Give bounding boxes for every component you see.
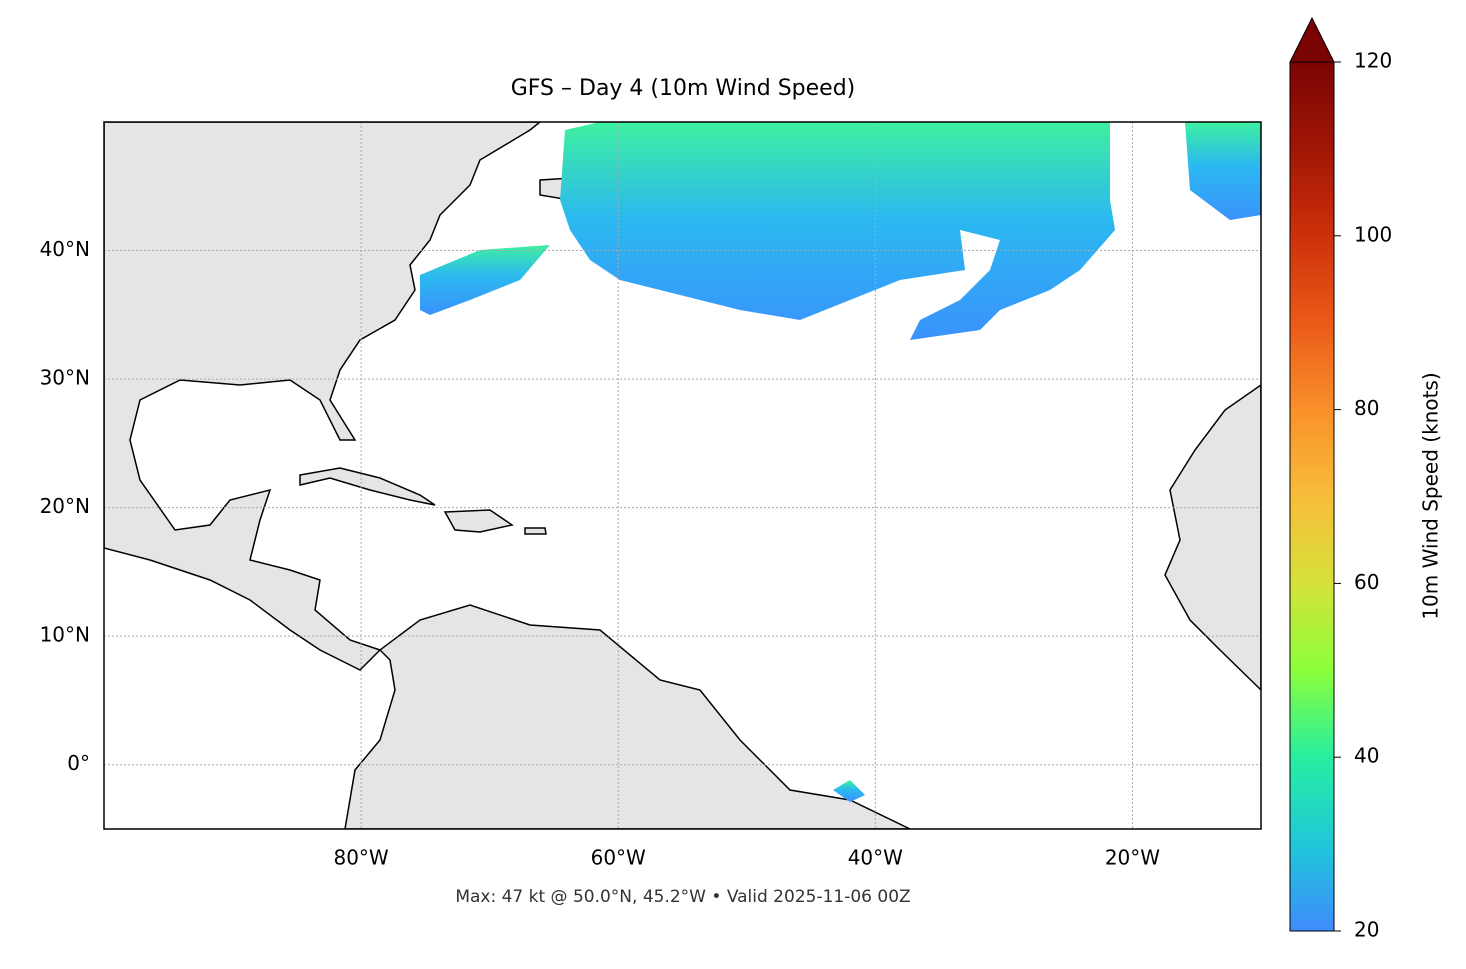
colorbar-tick-label: 100	[1354, 222, 1392, 246]
wind-field	[420, 245, 550, 315]
wind-field	[1185, 122, 1261, 220]
y-tick-label: 10°N	[40, 623, 90, 647]
south-america	[344, 604, 911, 829]
north-america	[104, 122, 542, 671]
x-tick-label: 40°W	[848, 846, 903, 870]
chart-title: GFS – Day 4 (10m Wind Speed)	[511, 76, 856, 101]
africa	[1164, 384, 1261, 692]
puerto-rico	[524, 527, 547, 535]
y-tick-label: 40°N	[40, 237, 90, 261]
x-tick-label: 80°W	[333, 846, 388, 870]
map-area	[104, 122, 1261, 829]
y-tick-label: 30°N	[40, 366, 90, 390]
colorbar-label: 10m Wind Speed (knots)	[1419, 372, 1443, 619]
colorbar-tick-label: 80	[1354, 396, 1379, 420]
cuba	[299, 467, 436, 506]
wind-field	[833, 780, 865, 802]
wind-field	[560, 122, 1115, 340]
colorbar	[1289, 61, 1335, 932]
y-tick-label: 20°N	[40, 494, 90, 518]
colorbar-tick-label: 120	[1354, 49, 1392, 73]
map-frame	[103, 121, 1262, 830]
y-tick-label: 0°	[67, 751, 90, 775]
colorbar-tick-label: 40	[1354, 744, 1379, 768]
colorbar-extend	[1289, 16, 1335, 63]
colorbar-tick-label: 60	[1354, 570, 1379, 594]
hispaniola	[443, 509, 514, 533]
colorbar-tick-label: 20	[1354, 918, 1379, 942]
x-tick-label: 20°W	[1105, 846, 1160, 870]
x-tick-label: 60°W	[591, 846, 646, 870]
annotation: Max: 47 kt @ 50.0°N, 45.2°W • Valid 2025…	[455, 887, 910, 907]
